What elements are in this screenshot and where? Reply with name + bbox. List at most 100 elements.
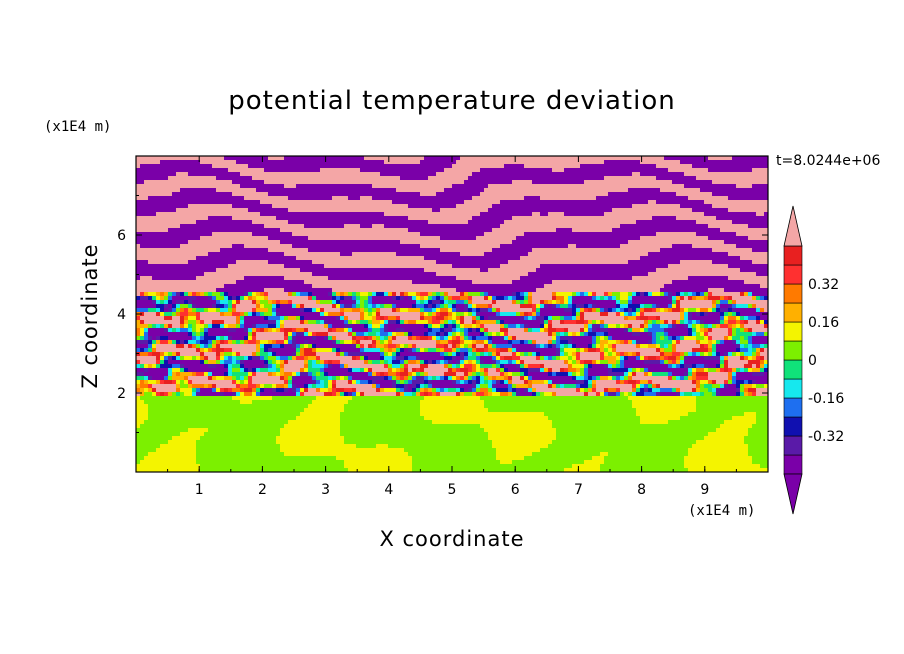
contour-cell	[492, 252, 497, 257]
contour-cell	[484, 156, 489, 161]
contour-cell	[708, 200, 713, 205]
contour-cell	[256, 188, 261, 193]
contour-cell	[328, 184, 333, 189]
contour-cell	[200, 280, 205, 285]
contour-cell	[392, 276, 397, 281]
contour-cell	[288, 264, 293, 269]
contour-cell	[436, 232, 441, 237]
contour-cell	[200, 160, 205, 165]
contour-cell	[412, 256, 417, 261]
contour-cell	[632, 216, 637, 221]
contour-cell	[428, 208, 433, 213]
contour-cell	[644, 236, 649, 241]
contour-cell	[584, 192, 589, 197]
contour-cell	[560, 220, 565, 225]
contour-cell	[320, 168, 325, 173]
contour-cell	[700, 260, 705, 265]
contour-cell	[676, 256, 681, 261]
contour-cell	[644, 268, 649, 273]
contour-cell	[484, 184, 489, 189]
contour-cell	[372, 164, 377, 169]
contour-cell	[592, 240, 597, 245]
contour-cell	[484, 268, 489, 273]
contour-cell	[376, 168, 381, 173]
contour-cell	[432, 252, 437, 257]
contour-cell	[388, 188, 393, 193]
contour-cell	[264, 256, 269, 261]
contour-cell	[536, 272, 541, 277]
contour-cell	[240, 184, 245, 189]
contour-cell	[296, 268, 301, 273]
contour-cell	[492, 208, 497, 213]
contour-cell	[608, 260, 613, 265]
contour-cell	[212, 236, 217, 241]
contour-cell	[564, 208, 569, 213]
contour-cell	[220, 280, 225, 285]
contour-cell	[664, 256, 669, 261]
contour-cell	[456, 248, 461, 253]
contour-cell	[500, 264, 505, 269]
contour-cell	[208, 204, 213, 209]
contour-cell	[744, 216, 749, 221]
contour-cell	[608, 160, 613, 165]
contour-cell	[252, 252, 257, 257]
contour-cell	[348, 264, 353, 269]
contour-cell	[276, 272, 281, 277]
contour-cell	[164, 276, 169, 281]
contour-cell	[728, 180, 733, 185]
contour-cell	[736, 180, 741, 185]
contour-cell	[692, 180, 697, 185]
contour-cell	[180, 160, 185, 165]
contour-cell	[460, 212, 465, 217]
contour-cell	[372, 252, 377, 257]
contour-cell	[136, 188, 141, 193]
contour-cell	[232, 224, 237, 229]
contour-cell	[584, 208, 589, 213]
contour-cell	[552, 204, 557, 209]
contour-cell	[228, 212, 233, 217]
contour-cell	[644, 220, 649, 225]
contour-cell	[720, 260, 725, 265]
contour-cell	[148, 224, 153, 229]
contour-cell	[496, 244, 501, 249]
contour-cell	[752, 192, 757, 197]
contour-cell	[288, 252, 293, 257]
contour-cell	[324, 264, 329, 269]
contour-cell	[572, 204, 577, 209]
contour-cell	[144, 220, 149, 225]
contour-cell	[276, 256, 281, 261]
contour-cell	[560, 176, 565, 181]
contour-cell	[620, 168, 625, 173]
contour-cell	[436, 220, 441, 225]
contour-cell	[388, 280, 393, 285]
contour-cell	[684, 268, 689, 273]
contour-cell	[764, 168, 768, 173]
contour-cell	[576, 180, 581, 185]
contour-cell	[736, 232, 741, 237]
contour-cell	[556, 248, 561, 253]
contour-cell	[232, 212, 237, 217]
contour-cell	[656, 268, 661, 273]
contour-cell	[288, 196, 293, 201]
contour-cell	[360, 204, 365, 209]
contour-cell	[208, 196, 213, 201]
contour-cell	[232, 160, 237, 165]
contour-cell	[728, 184, 733, 189]
contour-cell	[656, 208, 661, 213]
contour-cell	[516, 156, 521, 161]
contour-cell	[200, 192, 205, 197]
contour-cell	[256, 200, 261, 205]
contour-cell	[620, 172, 625, 177]
contour-cell	[260, 252, 265, 257]
contour-cell	[184, 256, 189, 261]
contour-cell	[548, 204, 553, 209]
contour-cell	[720, 164, 725, 169]
contour-cell	[336, 280, 341, 285]
contour-cell	[548, 260, 553, 265]
contour-cell	[500, 276, 505, 281]
contour-cell	[204, 184, 209, 189]
contour-cell	[320, 252, 325, 257]
contour-cell	[612, 220, 617, 225]
contour-cell	[692, 192, 697, 197]
contour-cell	[724, 244, 729, 249]
